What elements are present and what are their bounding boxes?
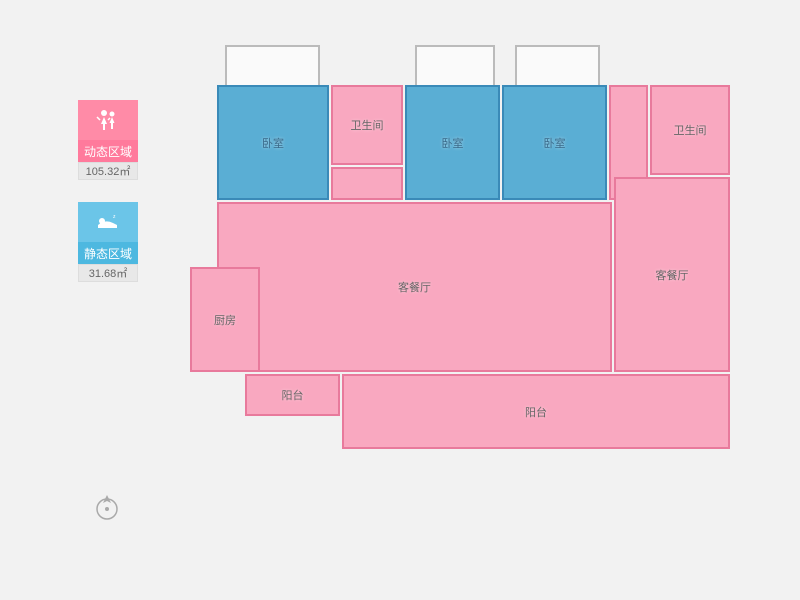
room-balcony2: 阳台 (342, 374, 730, 449)
legend-dynamic-value: 105.32㎡ (78, 162, 138, 180)
window-notch (515, 45, 600, 85)
room-hall2: 客餐厅 (614, 177, 730, 372)
room-label: 卫生间 (351, 117, 384, 133)
room-label: 阳台 (282, 387, 304, 403)
legend-static: z 静态区域 31.68㎡ (78, 202, 138, 282)
floorplan: 卧室卫生间卧室卧室卫生间客餐厅客餐厅厨房阳台阳台 (190, 45, 745, 475)
room-hall1: 客餐厅 (217, 202, 612, 372)
room-balcony1: 阳台 (245, 374, 340, 416)
room-label: 卧室 (262, 135, 284, 151)
legend-dynamic: 动态区域 105.32㎡ (78, 100, 138, 180)
room-label: 卧室 (442, 135, 464, 151)
room-bath2: 卫生间 (650, 85, 730, 175)
room-label: 客餐厅 (398, 279, 431, 295)
room-bedroom3: 卧室 (502, 85, 607, 200)
room-bedroom2: 卧室 (405, 85, 500, 200)
room-label: 厨房 (214, 312, 236, 328)
room-bedroom1: 卧室 (217, 85, 329, 200)
window-notch (415, 45, 495, 85)
sleep-icon: z (78, 202, 138, 242)
room-kitchen: 厨房 (190, 267, 260, 372)
room-label: 客餐厅 (656, 267, 689, 283)
room-bath1: 卫生间 (331, 85, 403, 165)
room-pinkcorr (331, 167, 403, 200)
room-label: 卫生间 (674, 122, 707, 138)
legend-static-value: 31.68㎡ (78, 264, 138, 282)
room-label: 卧室 (544, 135, 566, 151)
room-label: 阳台 (525, 404, 547, 420)
window-notch (225, 45, 320, 85)
people-icon (78, 100, 138, 140)
compass-icon (92, 492, 122, 522)
svg-text:z: z (113, 214, 116, 220)
legend-dynamic-label: 动态区域 (78, 140, 138, 162)
legend-static-label: 静态区域 (78, 242, 138, 264)
legend-panel: 动态区域 105.32㎡ z 静态区域 31.68㎡ (78, 100, 138, 304)
